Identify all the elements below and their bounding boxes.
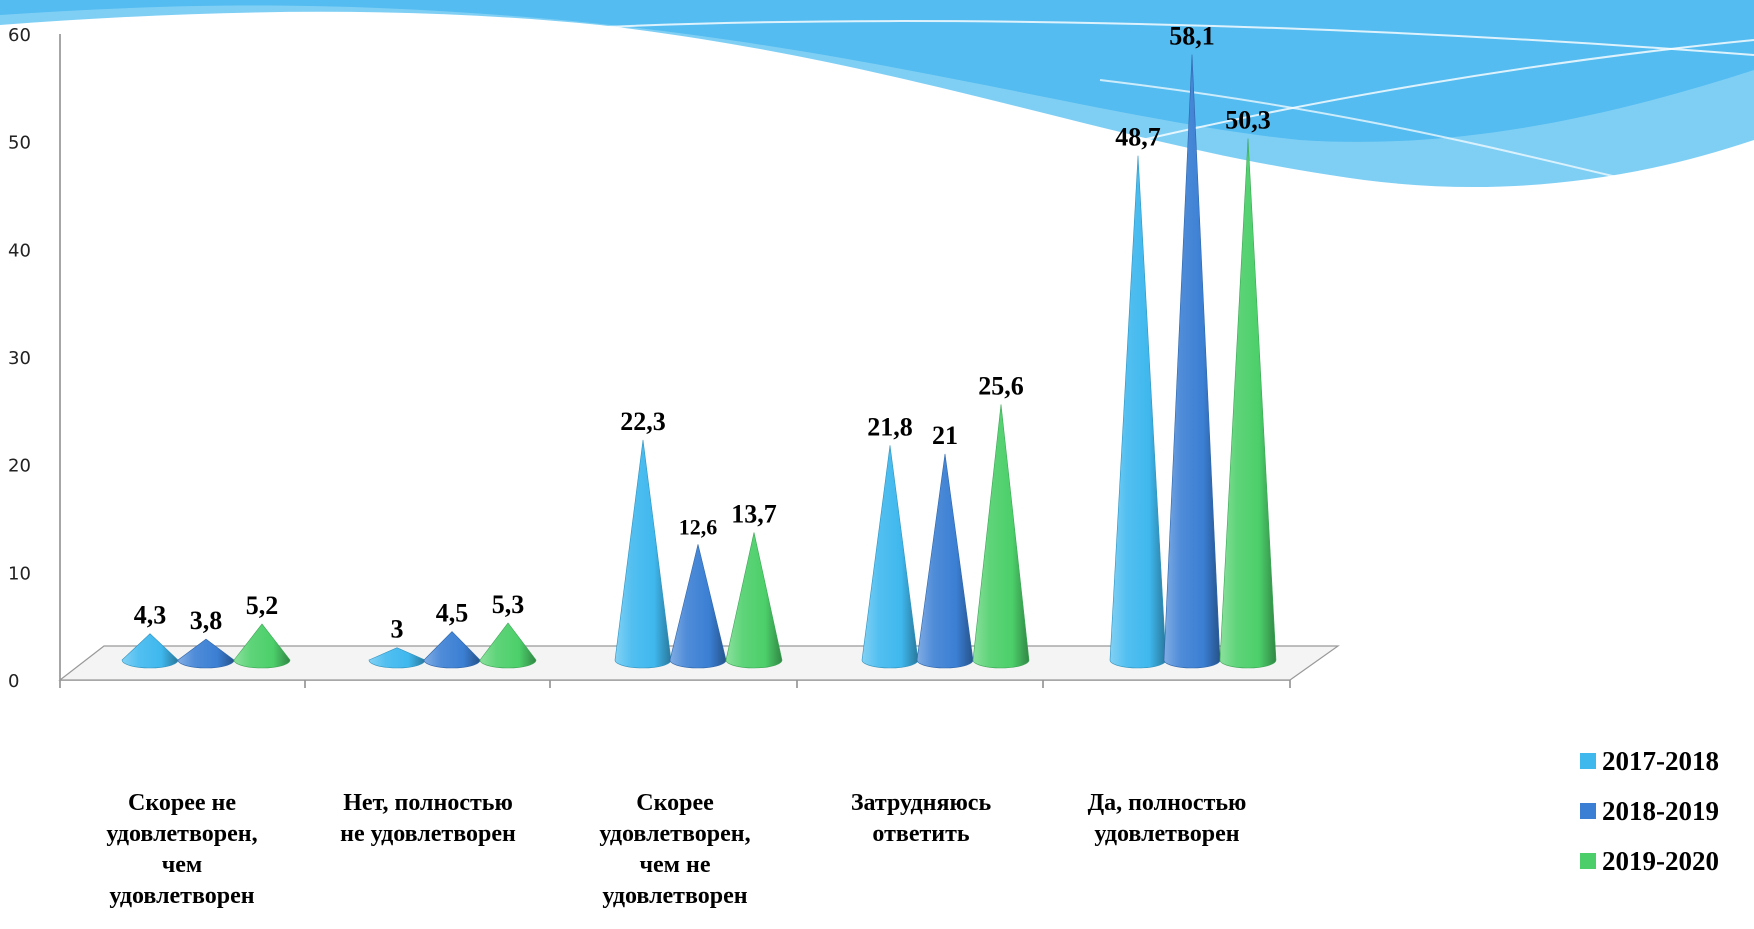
y-tick-label: 0 [8, 671, 19, 692]
category-label-line: Скорее не [128, 790, 236, 816]
data-label: 58,1 [1169, 21, 1215, 50]
data-labels: 4,3 3,8 5,2 3 4,5 5,3 22,3 12,6 13,7 21,8 21 25,6 48… [134, 21, 1271, 643]
data-label: 50,3 [1225, 105, 1271, 134]
category-label: Скорее удовлетворен, чем не удовлетворен [599, 790, 750, 909]
category-label-line: не удовлетворен [340, 821, 516, 847]
category-label-line: ответить [872, 821, 969, 847]
category-label-line: удовлетворен, [599, 821, 750, 847]
legend-label: 2018-2019 [1602, 795, 1719, 826]
data-label: 12,6 [679, 514, 718, 539]
data-label: 21,8 [867, 412, 913, 441]
legend-label: 2017-2018 [1602, 745, 1719, 776]
legend: 2017-2018 2018-2019 2019-2020 [1580, 736, 1754, 886]
category-label-line: Да, полностью [1088, 790, 1247, 816]
y-tick-label: 60 [8, 25, 31, 46]
data-label: 21 [932, 421, 958, 450]
category-label-line: удовлетворен [1094, 821, 1239, 847]
category-label-line: удовлетворен [602, 883, 747, 909]
y-tick-label: 10 [8, 563, 31, 584]
wave-decoration [0, 0, 1754, 188]
category-labels: Скорее не удовлетворен, чем удовлетворен Нет… [106, 790, 1246, 909]
data-label: 48,7 [1115, 123, 1161, 152]
data-label: 5,2 [246, 591, 279, 620]
cone-mark [916, 453, 974, 669]
cone-mark [669, 544, 727, 669]
legend-swatch [1580, 853, 1596, 869]
axes [59, 34, 1291, 688]
legend-item: 2018-2019 [1580, 786, 1754, 836]
category-label-line: чем [162, 852, 203, 878]
category-label: Нет, полностью не удовлетворен [340, 790, 516, 847]
cone-mark [1163, 54, 1221, 669]
category-label-line: Затрудняюсь [851, 790, 992, 816]
cone-mark [972, 404, 1030, 669]
legend-item: 2019-2020 [1580, 836, 1754, 886]
category-label: Да, полностью удовлетворен [1088, 790, 1247, 847]
category-label-line: удовлетворен, [106, 821, 257, 847]
data-label: 4,5 [436, 599, 469, 628]
legend-swatch [1580, 803, 1596, 819]
cone-mark [1109, 155, 1167, 669]
cone-mark [614, 439, 672, 669]
y-tick-label: 40 [8, 240, 31, 261]
data-label: 3 [391, 615, 404, 644]
cone-mark [423, 631, 481, 669]
data-label: 13,7 [731, 499, 777, 528]
y-tick-label: 20 [8, 456, 31, 477]
cone-mark [479, 622, 537, 669]
y-tick-label: 30 [8, 348, 31, 369]
category-label-line: чем не [639, 852, 710, 878]
category-label: Затрудняюсь ответить [851, 790, 992, 847]
cone-mark [233, 623, 291, 669]
category-label-line: удовлетворен [109, 883, 254, 909]
legend-item: 2017-2018 [1580, 736, 1754, 786]
cone-mark [861, 445, 919, 669]
legend-label: 2019-2020 [1602, 845, 1719, 876]
cone-mark [725, 532, 783, 669]
data-label: 4,3 [134, 601, 167, 630]
data-label: 22,3 [620, 407, 666, 436]
data-label: 5,3 [492, 590, 525, 619]
category-label: Скорее не удовлетворен, чем удовлетворен [106, 790, 257, 909]
cone-mark [121, 633, 179, 669]
cone-mark [177, 638, 235, 669]
legend-swatch [1580, 753, 1596, 769]
y-tick-label: 50 [8, 133, 31, 154]
y-axis-ticks: 0 10 20 30 40 50 60 [8, 25, 31, 692]
cone-mark [1219, 138, 1277, 669]
category-label-line: Нет, полностью [343, 790, 513, 816]
data-label: 3,8 [190, 606, 223, 635]
cones [121, 54, 1277, 669]
category-label-line: Скорее [636, 790, 714, 816]
data-label: 25,6 [978, 371, 1024, 400]
